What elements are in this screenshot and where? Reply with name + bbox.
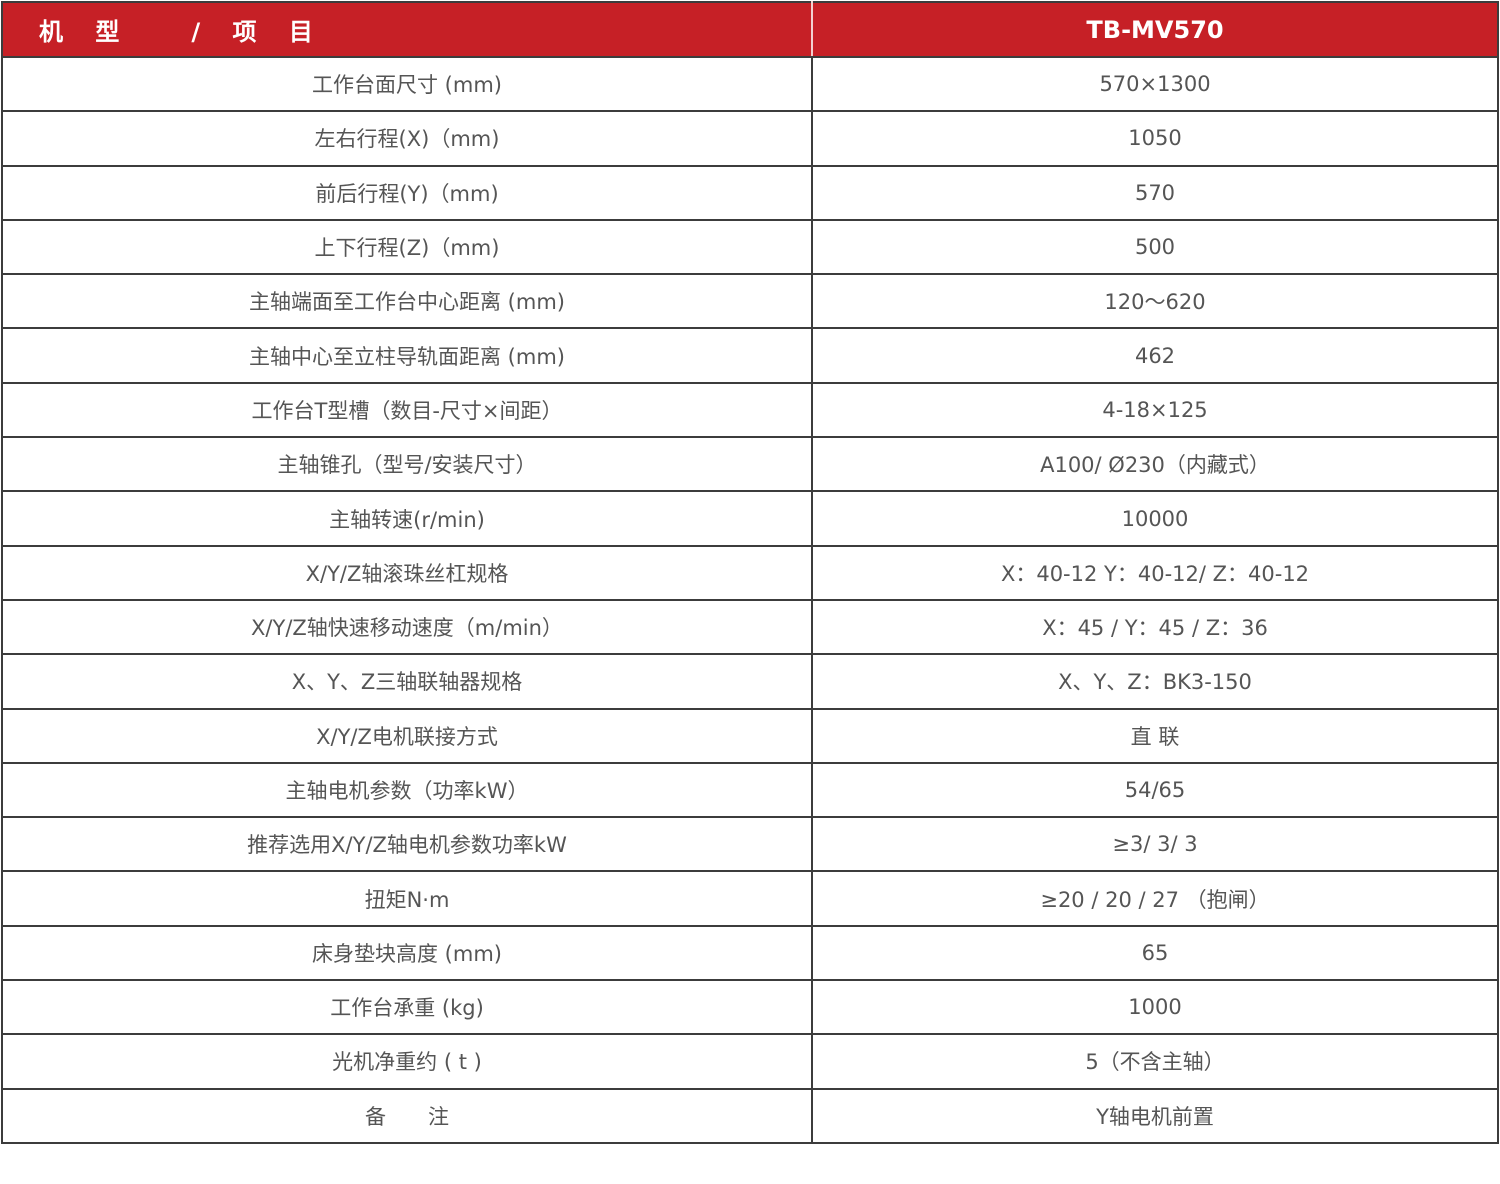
header-model: TB-MV570 bbox=[811, 1, 1499, 58]
table-row: 备 注 Y轴电机前置 bbox=[1, 1087, 1499, 1144]
spec-item: 前后行程(Y)（mm) bbox=[1, 164, 813, 221]
table-row: 工作台承重 (kg) 1000 bbox=[1, 979, 1499, 1036]
spec-value: X、Y、Z：BK3-150 bbox=[811, 653, 1499, 710]
spec-item: 主轴转速(r/min) bbox=[1, 490, 813, 547]
spec-item: 主轴锥孔（型号/安装尺寸） bbox=[1, 436, 813, 493]
spec-item: 左右行程(X)（mm) bbox=[1, 110, 813, 167]
spec-value: 1050 bbox=[811, 110, 1499, 167]
spec-value: 120～620 bbox=[811, 273, 1499, 330]
spec-value: 570×1300 bbox=[811, 55, 1499, 113]
spec-value: Y轴电机前置 bbox=[811, 1087, 1499, 1144]
spec-item: X/Y/Z轴快速移动速度（m/min） bbox=[1, 598, 813, 656]
spec-item: X/Y/Z轴滚珠丝杠规格 bbox=[1, 544, 813, 601]
spec-item: 光机净重约 ( t ) bbox=[1, 1033, 813, 1090]
table-row: X/Y/Z轴快速移动速度（m/min） X：45 / Y：45 / Z：36 bbox=[1, 598, 1499, 656]
table-row: 主轴端面至工作台中心距离 (mm) 120～620 bbox=[1, 273, 1499, 330]
spec-value: 500 bbox=[811, 218, 1499, 276]
spec-table: 机 型 / 项 目 TB-MV570 工作台面尺寸 (mm) 570×1300 左右… bbox=[1, 1, 1499, 1144]
spec-value: 直 联 bbox=[811, 707, 1499, 764]
spec-value: X：40-12 Y：40-12/ Z：40-12 bbox=[811, 544, 1499, 601]
table-row: 工作台面尺寸 (mm) 570×1300 bbox=[1, 55, 1499, 113]
spec-item: 工作台T型槽（数目-尺寸×间距） bbox=[1, 381, 813, 439]
spec-value: 10000 bbox=[811, 490, 1499, 547]
table-row: X/Y/Z电机联接方式直 联 bbox=[1, 707, 1499, 764]
spec-item: X/Y/Z电机联接方式 bbox=[1, 707, 813, 764]
table-row: 工作台T型槽（数目-尺寸×间距） 4-18×125 bbox=[1, 381, 1499, 439]
table-row: 前后行程(Y)（mm) 570 bbox=[1, 164, 1499, 221]
spec-value: ≥3/ 3/ 3 bbox=[811, 816, 1499, 873]
table-row: 主轴电机参数（功率kW） 54/65 bbox=[1, 761, 1499, 819]
table-row: 主轴转速(r/min) 10000 bbox=[1, 490, 1499, 547]
spec-item: 推荐选用X/Y/Z轴电机参数功率kW bbox=[1, 816, 813, 873]
table-row: 推荐选用X/Y/Z轴电机参数功率kW ≥3/ 3/ 3 bbox=[1, 816, 1499, 873]
spec-item: 工作台面尺寸 (mm) bbox=[1, 55, 813, 113]
table-row: 床身垫块高度 (mm) 65 bbox=[1, 924, 1499, 982]
spec-value: A100/ Ø230（内藏式） bbox=[811, 436, 1499, 493]
spec-item: 主轴中心至立柱导轨面距离 (mm) bbox=[1, 327, 813, 384]
spec-value: X：45 / Y：45 / Z：36 bbox=[811, 598, 1499, 656]
spec-item: 扭矩N·m bbox=[1, 870, 813, 927]
header-item-label: 机 型 / 项 目 bbox=[1, 1, 813, 58]
spec-value: 1000 bbox=[811, 979, 1499, 1036]
table-row: 主轴锥孔（型号/安装尺寸） A100/ Ø230（内藏式） bbox=[1, 436, 1499, 493]
spec-item: 工作台承重 (kg) bbox=[1, 979, 813, 1036]
spec-value: 54/65 bbox=[811, 761, 1499, 819]
spec-value: 5（不含主轴） bbox=[811, 1033, 1499, 1090]
table-row: 光机净重约 ( t ) 5（不含主轴） bbox=[1, 1033, 1499, 1090]
table-header-row: 机 型 / 项 目 TB-MV570 bbox=[1, 1, 1499, 58]
spec-value: 65 bbox=[811, 924, 1499, 982]
spec-value: ≥20 / 20 / 27 （抱闸） bbox=[811, 870, 1499, 927]
spec-item: 主轴端面至工作台中心距离 (mm) bbox=[1, 273, 813, 330]
spec-item: X、Y、Z三轴联轴器规格 bbox=[1, 653, 813, 710]
spec-value: 4-18×125 bbox=[811, 381, 1499, 439]
table-row: 主轴中心至立柱导轨面距离 (mm) 462 bbox=[1, 327, 1499, 384]
table-row: 扭矩N·m ≥20 / 20 / 27 （抱闸） bbox=[1, 870, 1499, 927]
spec-value: 570 bbox=[811, 164, 1499, 221]
spec-item: 上下行程(Z)（mm) bbox=[1, 218, 813, 276]
spec-item: 主轴电机参数（功率kW） bbox=[1, 761, 813, 819]
spec-item: 备 注 bbox=[1, 1087, 813, 1144]
table-row: X、Y、Z三轴联轴器规格 X、Y、Z：BK3-150 bbox=[1, 653, 1499, 710]
table-row: 上下行程(Z)（mm) 500 bbox=[1, 218, 1499, 276]
spec-value: 462 bbox=[811, 327, 1499, 384]
table-row: X/Y/Z轴滚珠丝杠规格 X：40-12 Y：40-12/ Z：40-12 bbox=[1, 544, 1499, 601]
spec-item: 床身垫块高度 (mm) bbox=[1, 924, 813, 982]
table-row: 左右行程(X)（mm) 1050 bbox=[1, 110, 1499, 167]
